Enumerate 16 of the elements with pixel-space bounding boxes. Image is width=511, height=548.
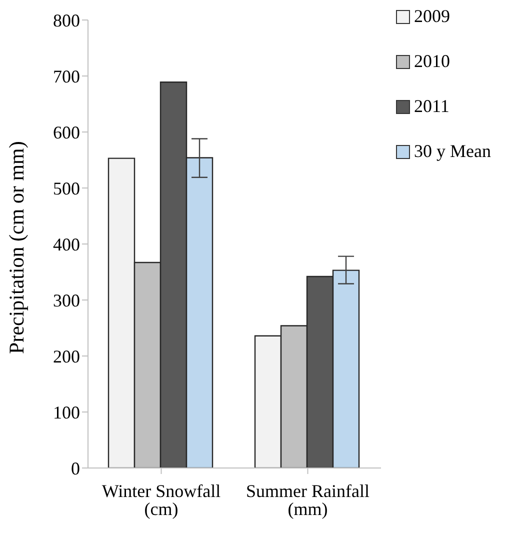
legend-label: 2011 xyxy=(414,96,450,117)
y-tick-label: 500 xyxy=(53,178,80,198)
x-tick-label: Summer Rainfall (mm) xyxy=(246,480,370,519)
legend-label: 2010 xyxy=(414,51,450,72)
legend-label: 30 y Mean xyxy=(414,141,491,162)
y-tick-label: 0 xyxy=(71,458,80,478)
y-tick-label: 200 xyxy=(53,346,80,366)
y-tick-label: 100 xyxy=(53,402,80,422)
y-tick-label: 800 xyxy=(53,10,80,30)
y-tick-label: 700 xyxy=(53,66,80,86)
y-tick-label: 600 xyxy=(53,122,80,142)
y-tick-label: 400 xyxy=(53,234,80,254)
y-axis-title: Precipitation (cm or mm) xyxy=(4,141,28,354)
legend-label: 2009 xyxy=(414,6,450,27)
x-tick-label: Winter Snowfall (cm) xyxy=(102,480,221,519)
y-tick-label: 300 xyxy=(53,290,80,310)
